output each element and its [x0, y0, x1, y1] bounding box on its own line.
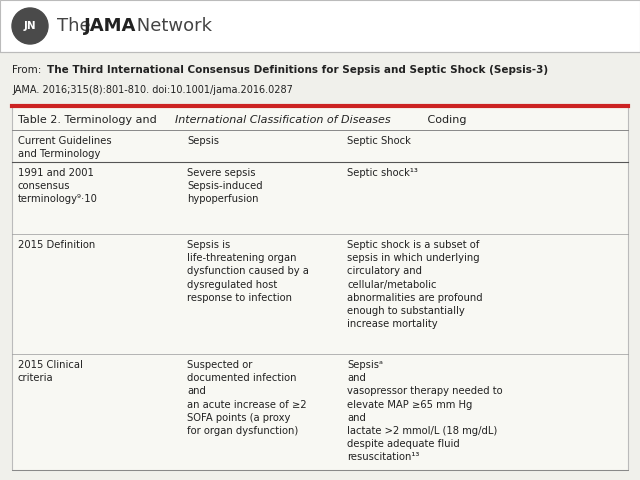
Text: Table 2. Terminology and: Table 2. Terminology and [18, 115, 160, 125]
Text: Suspected or
documented infection
and
an acute increase of ≥2
SOFA points (a pro: Suspected or documented infection and an… [187, 360, 307, 436]
Text: 1991 and 2001
consensus
terminology⁹·10: 1991 and 2001 consensus terminology⁹·10 [18, 168, 98, 204]
Text: Septic shock¹³: Septic shock¹³ [347, 168, 418, 178]
Bar [0, 0, 640, 52]
Text: 2015 Clinical
criteria: 2015 Clinical criteria [18, 360, 83, 383]
Text: JN: JN [24, 21, 36, 31]
Text: Septic Shock: Septic Shock [347, 136, 411, 146]
Text: The: The [57, 17, 97, 35]
Text: 2015 Definition: 2015 Definition [18, 240, 95, 250]
Text: The Third International Consensus Definitions for Sepsis and Septic Shock (Sepsi: The Third International Consensus Defini… [47, 65, 548, 75]
Text: JAMA: JAMA [84, 17, 136, 35]
Text: Sepsis: Sepsis [187, 136, 219, 146]
Text: Sepsis is
life-threatening organ
dysfunction caused by a
dysregulated host
respo: Sepsis is life-threatening organ dysfunc… [187, 240, 309, 303]
Bar [12, 106, 628, 470]
Text: JAMA. 2016;315(8):801-810. doi:10.1001/jama.2016.0287: JAMA. 2016;315(8):801-810. doi:10.1001/j… [12, 85, 293, 95]
Text: Network: Network [131, 17, 212, 35]
Text: Current Guidelines
and Terminology: Current Guidelines and Terminology [18, 136, 111, 159]
Text: Sepsisᵃ
and
vasopressor therapy needed to
elevate MAP ≥65 mm Hg
and
lactate >2 m: Sepsisᵃ and vasopressor therapy needed t… [347, 360, 502, 462]
Circle shape [12, 8, 48, 44]
Text: From:: From: [12, 65, 45, 75]
Text: Septic shock is a subset of
sepsis in which underlying
circulatory and
cellular/: Septic shock is a subset of sepsis in wh… [347, 240, 483, 329]
Text: Severe sepsis
Sepsis-induced
hypoperfusion: Severe sepsis Sepsis-induced hypoperfusi… [187, 168, 262, 204]
Text: International Classification of Diseases: International Classification of Diseases [175, 115, 390, 125]
Text: Coding: Coding [424, 115, 467, 125]
